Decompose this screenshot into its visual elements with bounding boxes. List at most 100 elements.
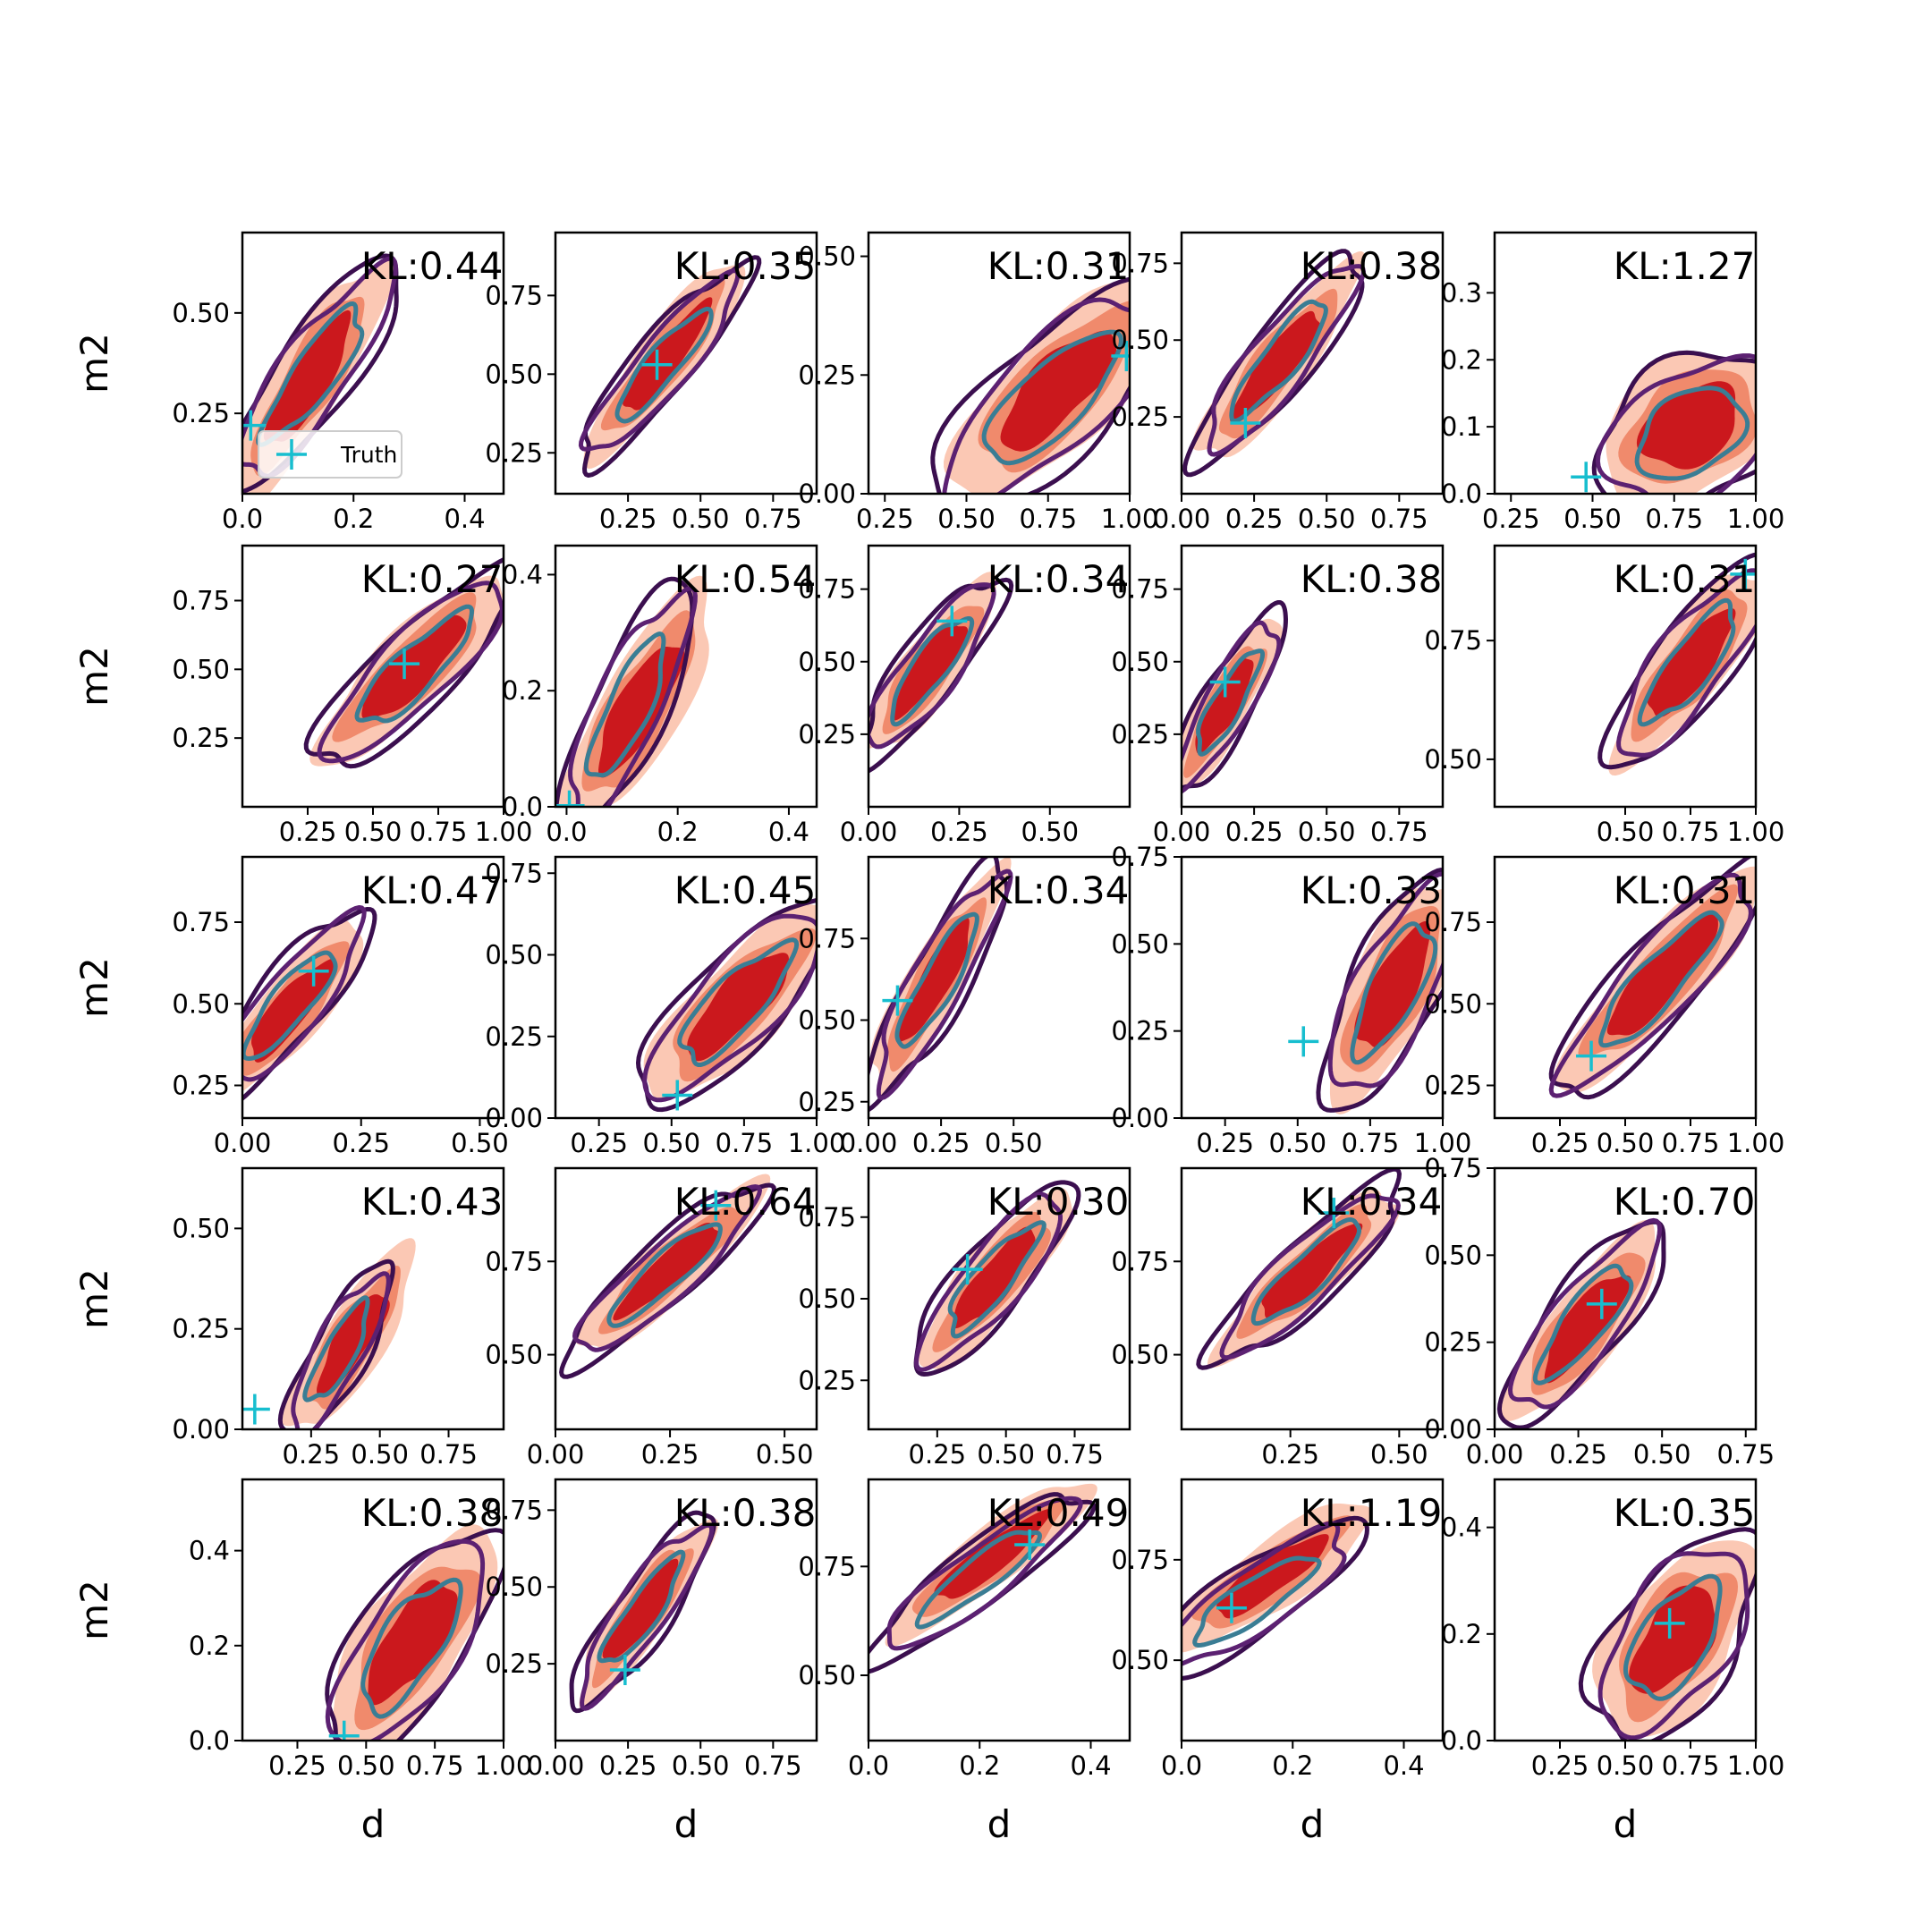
x-tick-label: 0.50 [351,1439,409,1470]
density-fill-level-3 [1647,608,1736,717]
panel-20: 0.00 0.25 0.50 0.75 0.00 0.25 0.50 0.75 KL:0.70 [1424,1153,1775,1470]
y-tick-label: 0.50 [1424,988,1482,1019]
panel-plot-area [1288,868,1443,1114]
x-tick-label: 0.75 [1019,504,1077,534]
panel-16: 0.25 0.50 0.75 0.00 0.25 0.50 KL:0.43 m2 [72,1166,505,1470]
truth-marker [936,606,968,637]
kl-label: KL:1.27 [1614,244,1756,288]
x-tick-label: 0.00 [214,1128,272,1158]
x-tick-label: 0.25 [912,1128,970,1158]
kl-label: KL:0.33 [1301,869,1443,912]
panel-17: 0.00 0.25 0.50 0.50 0.75 KL:0.64 [485,1166,818,1470]
y-tick-label: 0.25 [485,1021,543,1052]
density-fill-level-3 [687,953,789,1062]
model-contour-level-3 [354,604,474,724]
model-contour-level-1 [569,1510,716,1714]
kl-label: KL:0.49 [987,1491,1130,1535]
x-tick-label: 0.50 [1597,817,1655,847]
x-tick-label: 0.25 [856,504,914,534]
x-tick-label: 0.2 [1272,1750,1313,1781]
density-fill-level-3 [1544,1275,1631,1384]
x-tick-label: 0.50 [1597,1750,1655,1781]
x-tick-label: 0.50 [937,504,996,534]
y-tick-label: 0.75 [485,1495,543,1525]
panel-14: 0.25 0.50 0.75 1.00 0.00 0.25 0.50 0.75 KL:0.33 [1111,842,1471,1158]
x-tick-label: 1.00 [1727,1750,1785,1781]
x-tick-label: 0.50 [344,817,402,847]
y-tick-label: 0.50 [1424,1240,1482,1270]
x-tick-label: 0.75 [1716,1439,1775,1470]
y-tick-label: 0.4 [189,1536,230,1566]
panel-plot-area [869,572,1014,774]
y-tick-label: 0.50 [798,1660,856,1690]
model-contour-level-2 [1182,620,1282,794]
panel-frame [554,1478,818,1742]
density-fill-level-3 [598,647,685,778]
model-contour-level-3 [1250,1217,1361,1326]
y-tick-label: 0.50 [798,1284,856,1314]
y-tick-label: 0.50 [172,298,230,328]
density-fill-level-3 [1000,330,1117,452]
panel-23: 0.0 0.2 0.4 0.50 0.75 KL:0.49 d [798,1478,1131,1846]
x-tick-label: 0.50 [756,1439,814,1470]
x-tick-label: 1.00 [1414,1128,1472,1158]
kl-label: KL:0.54 [674,557,817,601]
model-contour-level-2 [914,1191,1063,1372]
x-tick-label: 1.00 [1727,504,1785,534]
density-fill-level-3 [1261,1223,1363,1319]
model-contour-level-3 [1350,921,1438,1065]
y-tick-label: 0.50 [172,988,230,1019]
x-axis-label: d [361,1802,386,1846]
model-contour-level-2 [1548,872,1753,1098]
panel-plot-area [1597,552,1756,776]
y-tick-label: 0.2 [502,675,543,706]
x-tick-label: 0.25 [641,1439,699,1470]
model-contour-level-2 [242,905,367,1082]
density-fill-level-3 [1354,921,1430,1048]
truth-marker [662,1080,693,1111]
kl-label: KL:0.44 [361,244,504,288]
kl-label: KL:0.27 [361,557,504,601]
y-tick-label: 0.00 [1424,1414,1482,1445]
model-contour-level-1 [1316,868,1443,1113]
x-tick-label: 0.75 [419,1439,478,1470]
x-tick-label: 0.25 [1225,817,1284,847]
y-tick-label: 0.2 [189,1631,230,1661]
y-tick-label: 0.50 [1424,744,1482,775]
model-contour-level-3 [1196,648,1266,757]
x-tick-label: 0.75 [1662,1750,1720,1781]
density-fill-level-3 [1606,912,1718,1036]
x-tick-label: 0.25 [1261,1439,1319,1470]
y-tick-label: 0.75 [798,574,856,605]
panel-frame [1180,1166,1445,1431]
panel-frame [1180,855,1445,1120]
panel-2: 0.25 0.50 0.75 0.25 0.50 0.75 KL:0.35 [485,231,818,534]
model-contour-level-3 [890,616,975,727]
x-tick-label: 0.50 [451,1128,509,1158]
y-tick-label: 0.50 [485,1572,543,1602]
model-contour-level-3 [1637,597,1736,727]
x-tick-label: 0.50 [1298,504,1356,534]
kl-label: KL:1.19 [1301,1491,1443,1535]
panel-frame [554,855,818,1120]
model-contour-level-3 [894,911,979,1049]
x-tick-label: 0.50 [1597,1128,1655,1158]
x-tick-label: 0.75 [1662,817,1720,847]
truth-marker [1318,1198,1350,1229]
model-contour-level-2 [572,1184,762,1352]
x-tick-label: 1.00 [475,1750,533,1781]
x-axis-label: d [674,1802,699,1846]
model-contour-level-2 [325,1538,486,1741]
model-contour-level-1 [555,576,695,807]
model-contour-level-3 [1623,1573,1723,1701]
y-tick-label: 0.0 [189,1725,230,1756]
kl-label: KL:0.38 [674,1491,817,1535]
model-contour-level-1 [1182,249,1365,478]
y-tick-label: 0.50 [1111,647,1169,677]
kl-label: KL:0.31 [987,244,1130,288]
x-tick-label: 0.0 [222,504,263,534]
y-tick-label: 0.50 [172,1213,230,1243]
panel-frame [867,1478,1131,1742]
x-tick-label: 0.75 [1662,1128,1720,1158]
model-contour-level-3 [914,1530,1042,1630]
